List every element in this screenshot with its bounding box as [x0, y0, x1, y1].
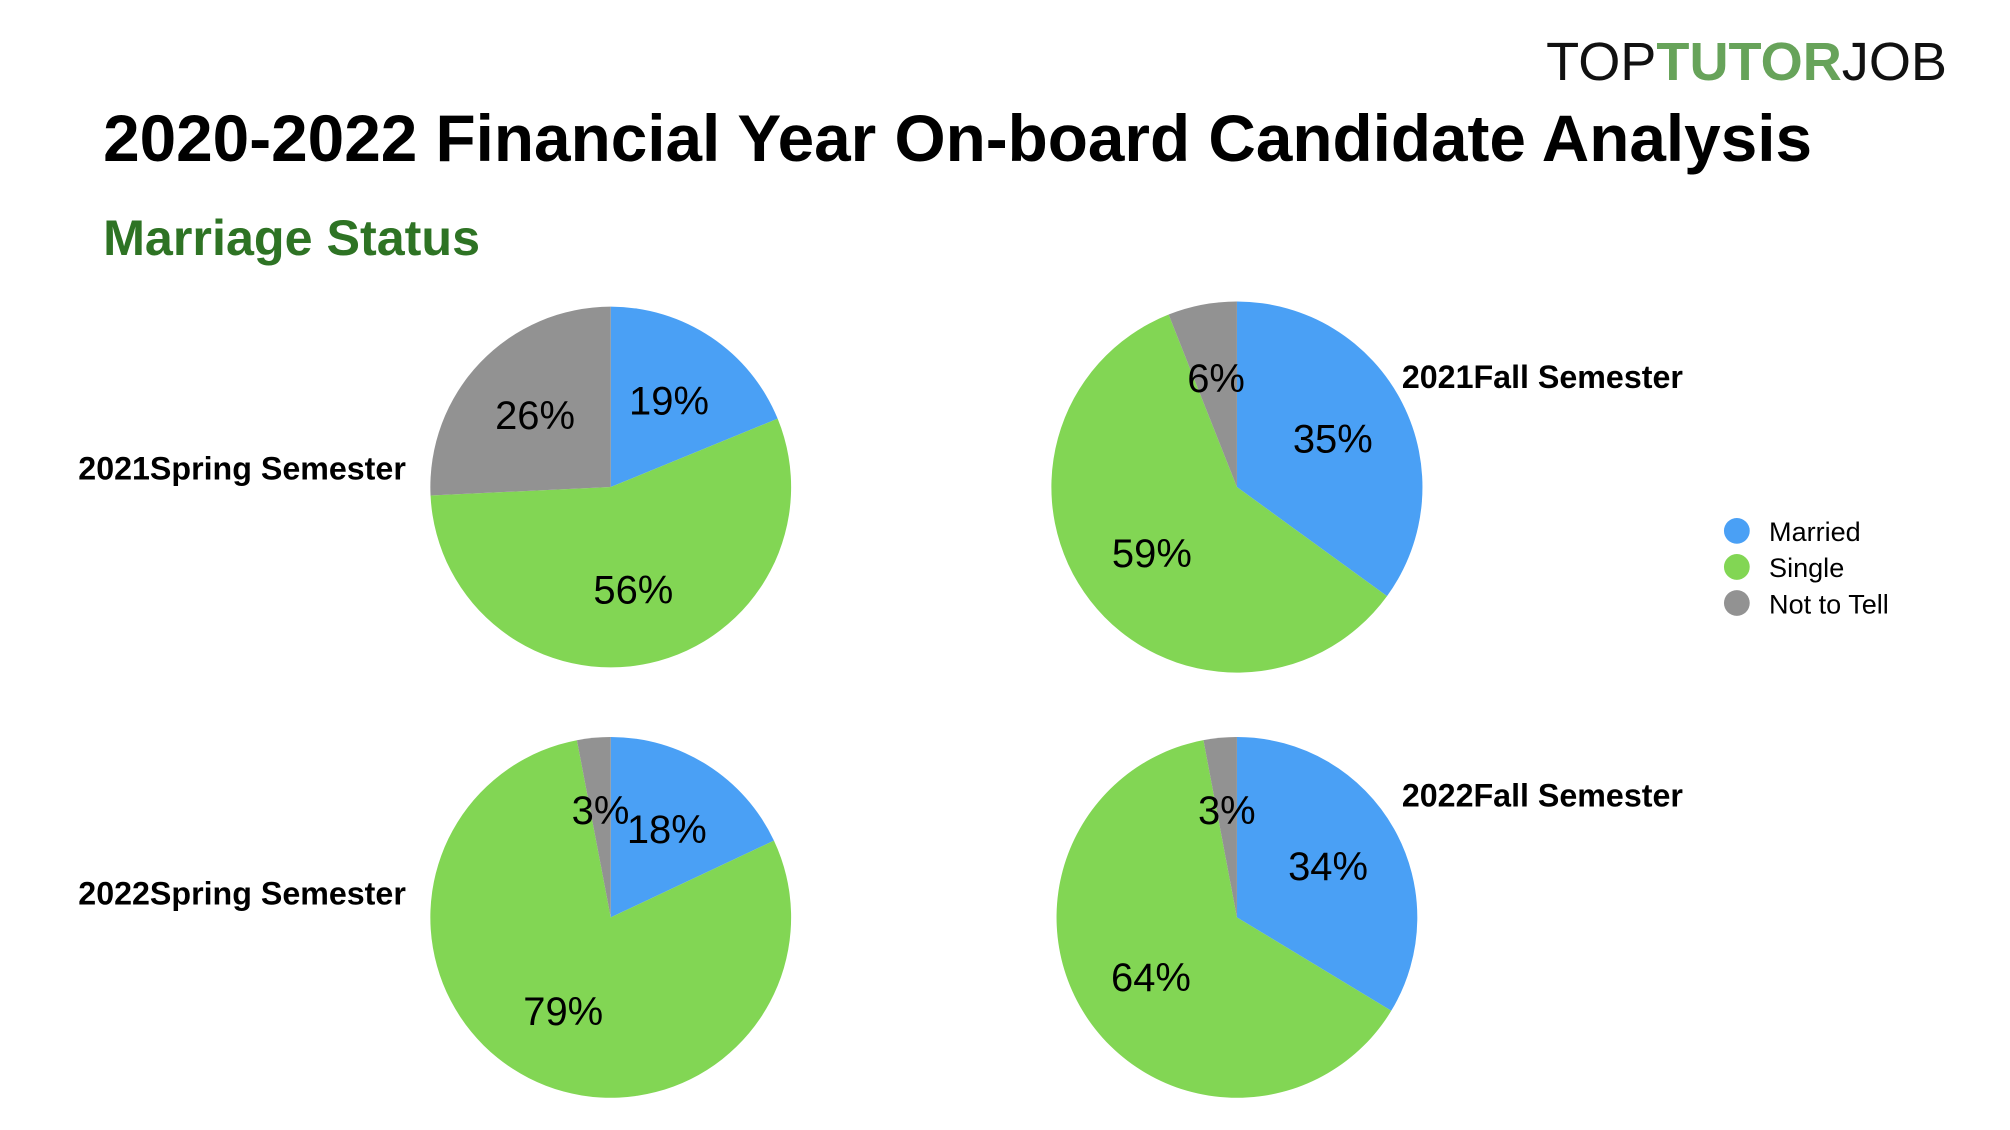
pie-chart-4: 34% 64% 3% 2022Fall Semester [1056, 737, 1684, 1098]
data-label-not-to-tell: 6% [1187, 357, 1245, 401]
pie-chart-1: 19% 56% 26% 2021Spring Semester [78, 306, 792, 668]
data-label-married: 35% [1293, 417, 1373, 461]
legend-swatch-single [1723, 554, 1750, 580]
data-label-single: 64% [1111, 956, 1191, 1000]
data-label-married: 34% [1288, 845, 1368, 889]
pie-slice-married [610, 306, 778, 488]
data-label-not-to-tell: 3% [572, 789, 630, 833]
pie-slice-not-to-tell [576, 737, 611, 918]
pie-slice-married [1236, 301, 1423, 597]
pie-chart-3: 18% 79% 3% 2022Spring Semester [78, 737, 792, 1098]
data-label-single: 56% [593, 568, 673, 612]
pie-title: 2022Spring Semester [78, 876, 406, 912]
pie-slice-married [610, 737, 774, 918]
data-label-married: 18% [627, 808, 707, 852]
pie-slice-not-to-tell [1168, 301, 1237, 488]
pie-slice-married [1236, 737, 1418, 1011]
legend-label-married: Married [1769, 517, 1861, 547]
pie-slice-single [430, 740, 792, 1098]
data-label-single: 79% [523, 990, 603, 1034]
legend: Married Single Not to Tell [1723, 517, 1889, 619]
pie-title: 2022Fall Semester [1402, 778, 1684, 814]
data-label-single: 59% [1112, 532, 1192, 576]
pie-slice-single [1051, 314, 1388, 673]
pie-slice-not-to-tell [430, 306, 611, 496]
page-title: 2020-2022 Financial Year On-board Candid… [103, 102, 1812, 175]
section-subtitle: Marriage Status [103, 210, 480, 266]
pie-slice-single [430, 418, 792, 668]
legend-swatch-married [1723, 517, 1750, 544]
legend-label-not-to-tell: Not to Tell [1769, 589, 1889, 619]
legend-label-single: Single [1769, 553, 1844, 583]
pie-title: 2021Fall Semester [1402, 359, 1684, 395]
data-label-married: 19% [629, 379, 709, 423]
logo: TOPTUTORJOB [1546, 32, 1947, 92]
data-label-not-to-tell: 26% [495, 394, 575, 438]
pie-title: 2021Spring Semester [78, 450, 406, 486]
data-label-not-to-tell: 3% [1198, 789, 1256, 833]
pie-chart-2: 35% 59% 6% 2021Fall Semester [1051, 301, 1684, 673]
pie-slice-not-to-tell [1203, 737, 1237, 918]
legend-swatch-not-to-tell [1723, 590, 1750, 616]
pie-slice-single [1056, 740, 1392, 1098]
